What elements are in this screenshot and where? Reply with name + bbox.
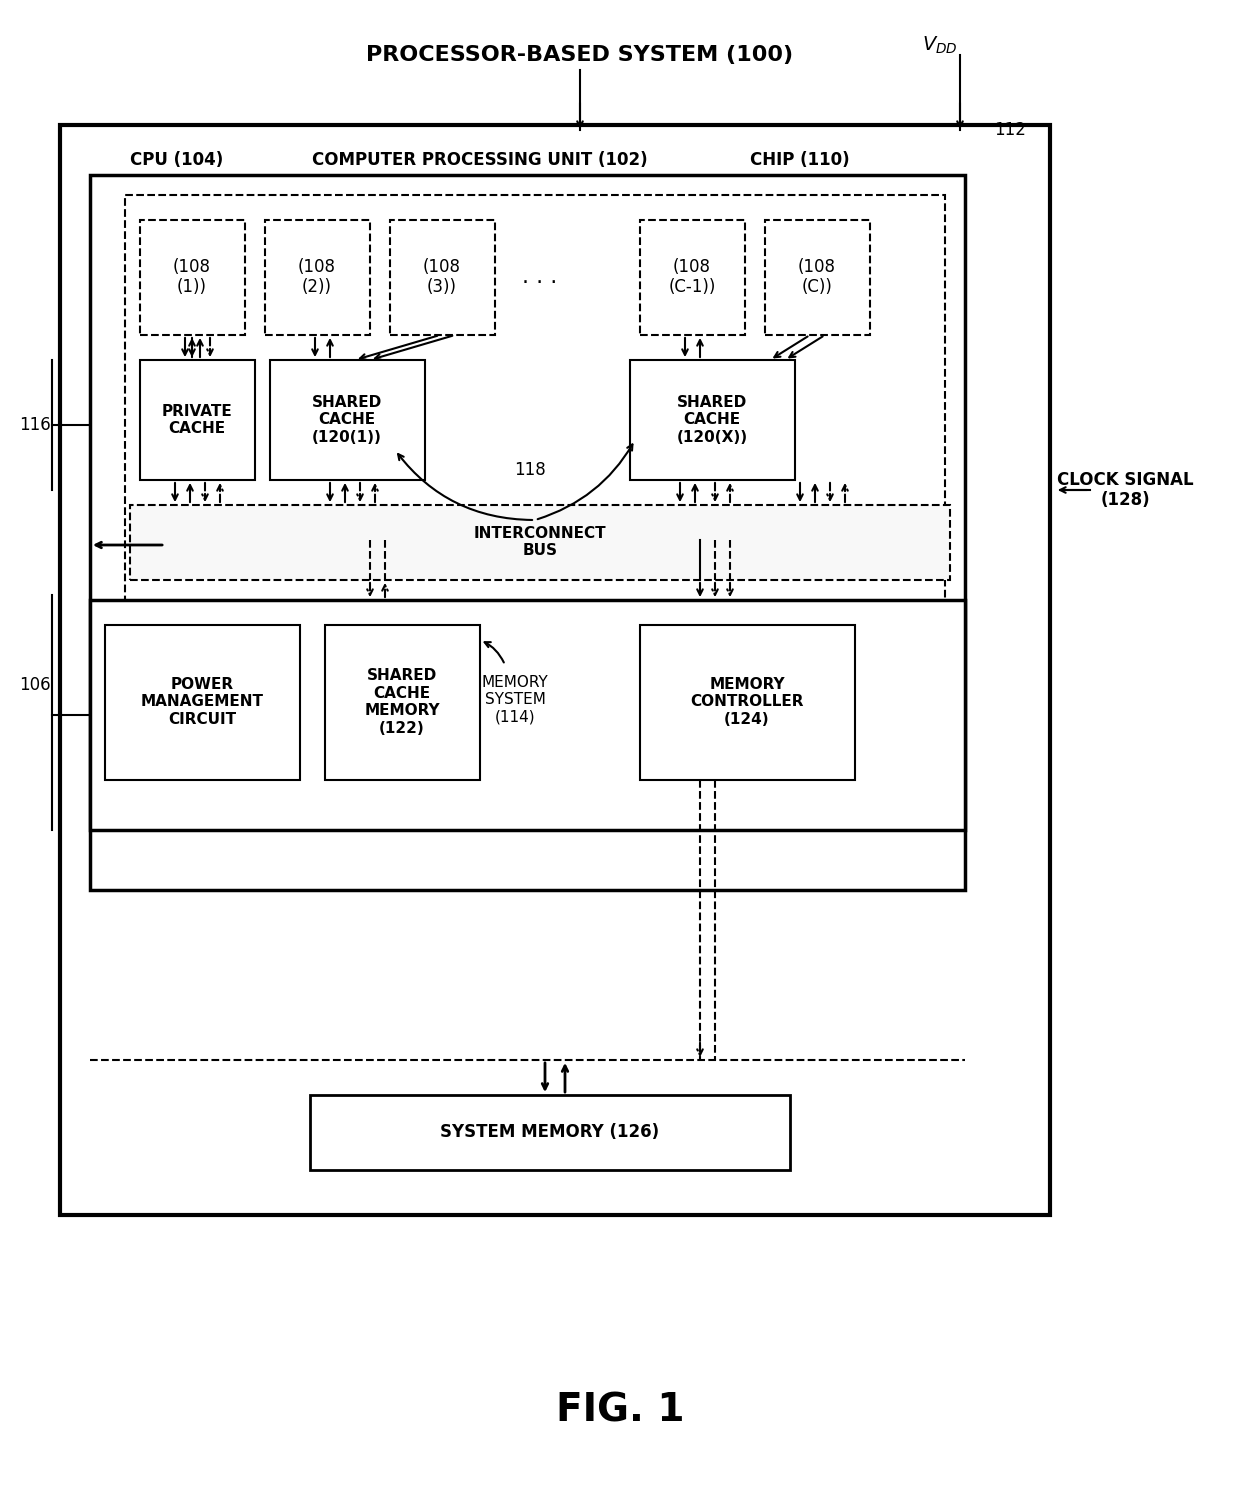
Text: (108
(C)): (108 (C)): [799, 257, 836, 296]
Text: (108
(2)): (108 (2)): [298, 257, 336, 296]
Text: 118: 118: [515, 461, 546, 478]
Text: (108
(3)): (108 (3)): [423, 257, 461, 296]
Text: (108
(1)): (108 (1)): [174, 257, 211, 296]
Text: $V_{DD}$: $V_{DD}$: [923, 34, 957, 55]
Bar: [130, 505, 950, 580]
Text: SYSTEM MEMORY (126): SYSTEM MEMORY (126): [440, 1123, 660, 1141]
Bar: [140, 360, 255, 480]
Text: CHIP (110): CHIP (110): [750, 152, 849, 169]
Text: CPU (104): CPU (104): [130, 152, 223, 169]
Bar: [630, 360, 795, 480]
Bar: [270, 360, 425, 480]
Bar: [91, 600, 965, 831]
Text: (108
(C-1)): (108 (C-1)): [668, 257, 715, 296]
Text: CLOCK SIGNAL
(128): CLOCK SIGNAL (128): [1056, 471, 1193, 510]
Text: PROCESSOR-BASED SYSTEM (100): PROCESSOR-BASED SYSTEM (100): [367, 45, 794, 65]
Text: INTERCONNECT
BUS: INTERCONNECT BUS: [474, 526, 606, 559]
Text: SHARED
CACHE
MEMORY
(122): SHARED CACHE MEMORY (122): [365, 669, 440, 736]
Bar: [325, 626, 480, 780]
Bar: [105, 626, 300, 780]
Bar: [391, 220, 495, 334]
Bar: [265, 220, 370, 334]
Text: 116: 116: [19, 416, 51, 434]
Text: SHARED
CACHE
(120(X)): SHARED CACHE (120(X)): [677, 395, 748, 444]
Bar: [310, 1095, 790, 1169]
Text: FIG. 1: FIG. 1: [556, 1391, 684, 1430]
Text: COMPUTER PROCESSING UNIT (102): COMPUTER PROCESSING UNIT (102): [312, 152, 647, 169]
Bar: [140, 220, 246, 334]
Text: 112: 112: [994, 120, 1025, 140]
Text: 106: 106: [19, 676, 51, 694]
Bar: [125, 195, 945, 704]
Text: . . .: . . .: [522, 267, 558, 287]
Bar: [640, 220, 745, 334]
Bar: [91, 175, 965, 890]
Text: PRIVATE
CACHE: PRIVATE CACHE: [161, 404, 232, 437]
Bar: [60, 125, 1050, 1216]
Text: SHARED
CACHE
(120(1)): SHARED CACHE (120(1)): [312, 395, 382, 444]
Text: MEMORY
SYSTEM
(114): MEMORY SYSTEM (114): [481, 675, 548, 725]
Text: MEMORY
CONTROLLER
(124): MEMORY CONTROLLER (124): [691, 678, 804, 727]
Bar: [765, 220, 870, 334]
Bar: [640, 626, 856, 780]
Text: POWER
MANAGEMENT
CIRCUIT: POWER MANAGEMENT CIRCUIT: [140, 678, 263, 727]
